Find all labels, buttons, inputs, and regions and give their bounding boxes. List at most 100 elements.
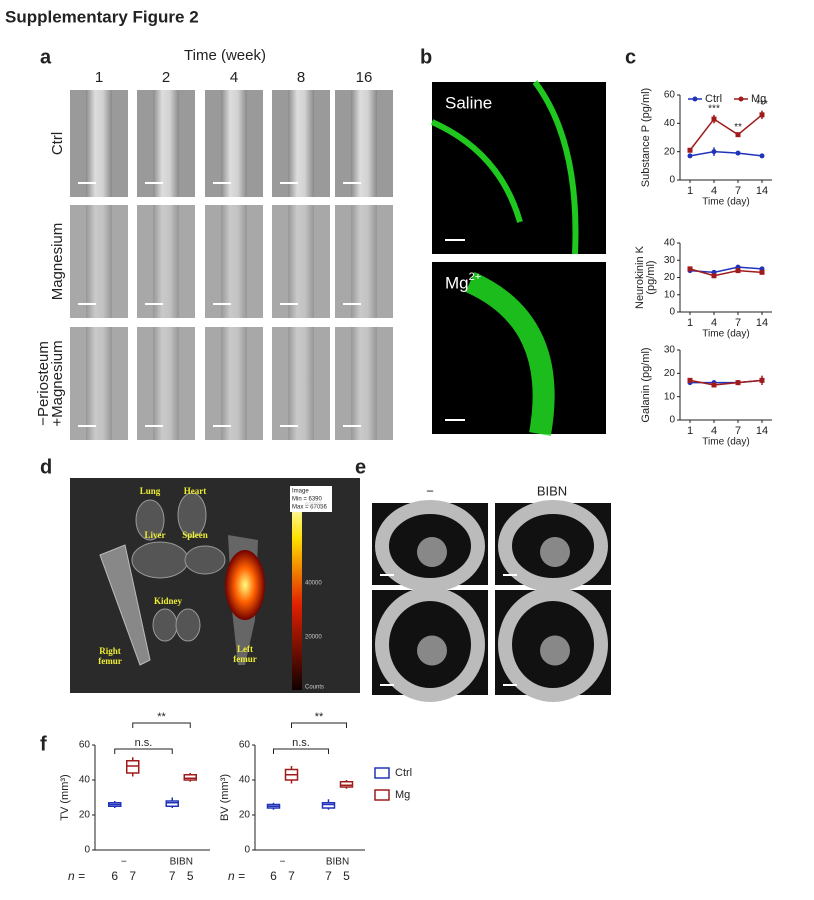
y-tick-label: 10 [664,391,676,402]
cortex [498,587,608,702]
y-tick-label: 40 [79,775,91,786]
panel-label: f [40,733,47,755]
marker [759,269,765,275]
cortex [375,500,485,592]
x-tick-label: 7 [735,425,741,437]
bone-shaft [351,90,377,197]
bone-shaft [221,205,247,318]
legend-box [374,767,390,779]
significance: ** [734,122,742,133]
organ-label: Liver [145,530,166,540]
bone-shaft [153,90,179,197]
axis-title: Time (week) [184,47,266,64]
legend-box [374,789,390,801]
box [321,802,336,809]
y-tick-label: 30 [664,345,676,356]
fluorescence-image [432,262,606,434]
significance: *** [708,103,720,114]
series-line [689,379,763,386]
y-tick-label: 60 [664,90,676,101]
x-tick-label: 1 [687,425,693,437]
superscript: 2+ [469,271,482,283]
bracket [273,748,329,754]
y-tick-label: 40 [664,238,676,249]
colorbar-label: Counts [305,685,324,691]
marker [711,149,717,155]
colorbar-label: 60000 [305,503,322,509]
marker [711,382,717,388]
column-label: BIBN [537,483,567,498]
x-tick-label: 14 [756,185,768,197]
n-value: 7 [288,869,295,883]
organ-label: Kidney [154,596,183,606]
x-tick-label: 4 [711,425,717,437]
row-label: Ctrl [49,132,66,155]
colorbar-label: 20000 [305,635,322,641]
annotation: ** [315,711,324,723]
y-tick-label: 0 [669,175,675,186]
n-value: 6 [270,869,277,883]
marrow [540,635,570,666]
marker [759,112,765,118]
info-text: Min = 6390 [292,497,323,503]
y-tick-label: 0 [84,845,90,856]
marrow [417,635,447,666]
n-value: 5 [187,869,194,883]
x-tick-label: 1 [687,317,693,329]
y-tick-label: 60 [239,740,251,751]
y-tick-label: 60 [79,740,91,751]
y-tick-label: 30 [664,255,676,266]
marker [759,377,765,383]
bone-shaft [153,205,179,318]
tissue-signal [465,271,555,436]
y-axis-label: (pg/ml) [645,260,657,294]
annotation: n.s. [135,737,153,749]
marker [735,132,741,138]
column-label: 2 [162,69,170,86]
n-value: 7 [129,869,136,883]
row-label: −Periosteum [35,341,52,426]
column-label: 16 [356,69,373,86]
y-axis-label: Galanin (pg/ml) [640,347,652,422]
x-tick-label: 14 [756,425,768,437]
n-label: n = [228,869,245,883]
cortex [375,587,485,702]
marrow [540,537,570,567]
bone-shaft [221,327,247,440]
info-text: Image [292,489,309,495]
bone-shaft [351,205,377,318]
cortex [498,500,608,592]
y-tick-label: 20 [664,368,676,379]
image-label: Saline [445,93,492,112]
organ-label: Heart [184,486,207,496]
y-axis-label: Substance P (pg/ml) [640,88,652,187]
column-label: 4 [230,69,238,86]
y-tick-label: 40 [664,118,676,129]
y-tick-label: 20 [664,146,676,157]
organ-label: Left [237,644,253,654]
marker [687,377,693,383]
legend-marker [692,96,698,102]
y-tick-label: 20 [664,272,676,283]
row-label: +Magnesium [49,340,66,426]
bracket [132,722,191,728]
x-tick-label: 7 [735,317,741,329]
x-tick-label: 7 [735,185,741,197]
signal [225,550,265,620]
y-tick-label: 0 [669,415,675,426]
x-tick-label: − [280,857,286,868]
x-axis-label: Time (day) [702,329,749,340]
annotation: ** [157,711,166,723]
y-tick-label: 40 [239,775,251,786]
organ-label: femur [98,656,122,666]
marker [687,147,693,153]
n-value: 7 [325,869,332,883]
marrow [417,537,447,567]
row-label: Magnesium [49,223,66,301]
bone-shaft [288,90,314,197]
tissue-signal [430,80,579,255]
y-tick-label: 10 [664,289,676,300]
annotation: n.s. [292,737,310,749]
bone-shaft [153,327,179,440]
